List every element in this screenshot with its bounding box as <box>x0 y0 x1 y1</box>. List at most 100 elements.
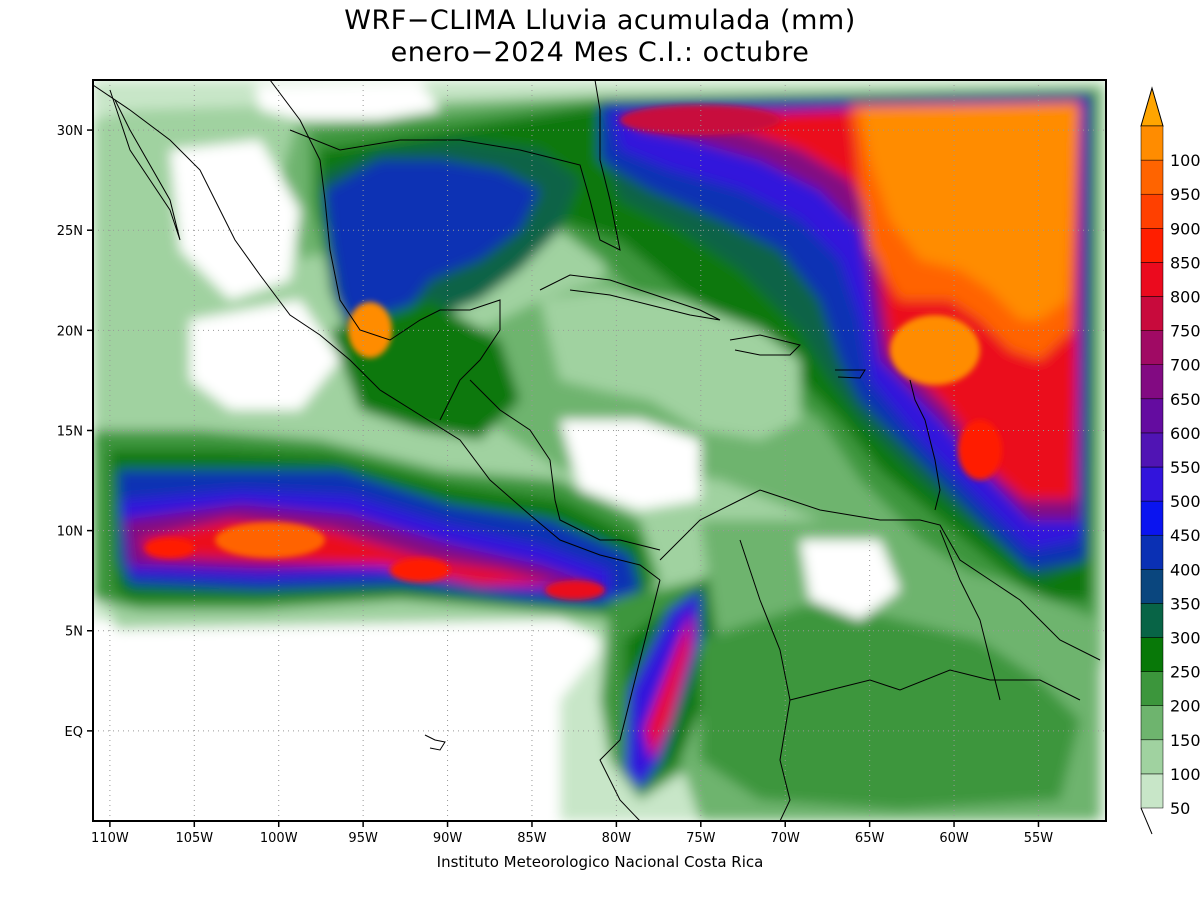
lat-lon-grid <box>93 80 1106 821</box>
lon-tick-label: 60W <box>939 831 969 846</box>
colorbar-label: 450 <box>1170 526 1200 545</box>
colorbar-swatch <box>1140 364 1164 400</box>
lon-tick-label: 90W <box>433 831 463 846</box>
lon-tick-label: 55W <box>1024 831 1054 846</box>
colorbar-label: 900 <box>1170 219 1200 238</box>
cuba <box>539 274 721 321</box>
colorbar-label: 800 <box>1170 288 1200 307</box>
colorbar-label: 400 <box>1170 560 1200 579</box>
colorbar-label: 550 <box>1170 458 1200 477</box>
rain-region <box>645 612 692 760</box>
map-subtitle: enero−2024 Mes C.I.: octubre <box>390 37 810 68</box>
colorbar-swatch <box>1140 603 1164 638</box>
lon-tick-label: 110W <box>91 831 129 846</box>
rainfall-field <box>93 80 1106 821</box>
dry-region <box>190 300 340 410</box>
colorbar-label: 750 <box>1170 322 1200 341</box>
colorbar-label: 100 <box>1170 765 1200 784</box>
rain-peak <box>390 558 450 582</box>
lon-tick-label: 80W <box>602 831 632 846</box>
mexico-pacific-coast <box>93 84 661 581</box>
colorbar-swatch <box>1140 705 1164 741</box>
rain-peak <box>620 105 780 135</box>
colorbar-swatch <box>1140 500 1164 536</box>
central-america-caribbean-coast <box>469 379 661 551</box>
colorbar-swatch <box>1140 296 1164 331</box>
colorbar-bottom-arrow <box>1140 807 1153 835</box>
coastlines <box>93 80 1101 821</box>
colorbar-swatch <box>1140 466 1164 502</box>
lon-tick-label: 85W <box>517 831 547 846</box>
lat-tick-label: 25N <box>57 224 83 239</box>
colorbar-label: 350 <box>1170 594 1200 613</box>
hispaniola <box>729 334 801 356</box>
rain-region <box>700 600 1080 810</box>
colorbar-swatch <box>1140 534 1164 570</box>
colorbar-swatch <box>1140 330 1164 365</box>
colorbar: 50 100 150 200 250 300 350 400 450 500 550 600 650 70… <box>1140 86 1200 835</box>
colorbar-label: 850 <box>1170 253 1200 272</box>
colorbar-swatch <box>1140 671 1164 706</box>
lat-tick-label: EQ <box>65 725 83 740</box>
colorbar-label: 1000 <box>1170 151 1200 170</box>
colorbar-label: 300 <box>1170 629 1200 648</box>
colorbar-swatch <box>1140 637 1164 672</box>
rain-peak <box>890 315 980 385</box>
colorbar-label: 650 <box>1170 390 1200 409</box>
colorbar-label: 150 <box>1170 731 1200 750</box>
colorbar-swatch <box>1140 228 1164 263</box>
colorbar-label: 600 <box>1170 424 1200 443</box>
colorbar-label: 500 <box>1170 492 1200 511</box>
latitude-axis: 30N 25N 20N 15N 10N 5N EQ <box>57 124 93 740</box>
colorbar-swatch <box>1140 159 1164 195</box>
colorbar-swatch <box>1140 193 1164 229</box>
plot-frame <box>92 79 1107 822</box>
colorbar-swatch <box>1140 262 1164 297</box>
lon-tick-label: 75W <box>686 831 716 846</box>
colorbar-label: 50 <box>1170 799 1190 818</box>
dry-region <box>170 140 300 300</box>
colorbar-label: 250 <box>1170 663 1200 682</box>
colorbar-swatch <box>1140 739 1164 775</box>
rain-region <box>325 160 540 340</box>
lat-tick-label: 20N <box>57 324 83 339</box>
colorbar-label: 700 <box>1170 356 1200 375</box>
lon-tick-label: 105W <box>175 831 213 846</box>
lat-tick-label: 10N <box>57 525 83 540</box>
lat-tick-label: 15N <box>57 424 83 439</box>
colorbar-swatch <box>1140 773 1164 809</box>
lon-tick-label: 100W <box>260 831 298 846</box>
colorbar-swatch <box>1140 432 1164 468</box>
us-gulf-coast <box>289 80 621 251</box>
lat-tick-label: 30N <box>57 124 83 139</box>
lesser-antilles <box>909 379 941 511</box>
dry-region <box>560 420 700 510</box>
colorbar-label: 200 <box>1170 697 1200 716</box>
lat-tick-label: 5N <box>65 625 83 640</box>
colorbar-label: 950 <box>1170 185 1200 204</box>
puerto-rico <box>835 369 866 379</box>
map-title: WRF−CLIMA Lluvia acumulada (mm) <box>344 5 856 36</box>
lon-tick-label: 95W <box>348 831 378 846</box>
rain-region <box>860 104 1078 320</box>
rain-region <box>540 290 800 440</box>
lon-tick-label: 65W <box>855 831 885 846</box>
rain-peak <box>958 420 1002 480</box>
rain-peak <box>348 302 392 358</box>
colombia-pacific-coast <box>599 579 661 821</box>
dry-region <box>255 82 440 120</box>
south-america-north-coast <box>659 489 1101 661</box>
colorbar-swatch <box>1140 569 1164 604</box>
longitude-axis: 110W 105W 100W 95W 90W 85W 80W 75W 70W 65W 60W 55W <box>91 821 1053 846</box>
gulf-of-mexico-coast <box>269 80 501 421</box>
country-borders <box>939 529 1001 701</box>
credit-label: Instituto Meteorologico Nacional Costa R… <box>436 853 764 871</box>
lon-tick-label: 70W <box>771 831 801 846</box>
dry-region <box>93 620 600 821</box>
dry-region <box>800 540 900 620</box>
colorbar-swatch <box>1140 125 1164 161</box>
rain-peak <box>215 522 325 558</box>
colorbar-swatch <box>1140 398 1164 434</box>
galapagos <box>424 734 446 751</box>
